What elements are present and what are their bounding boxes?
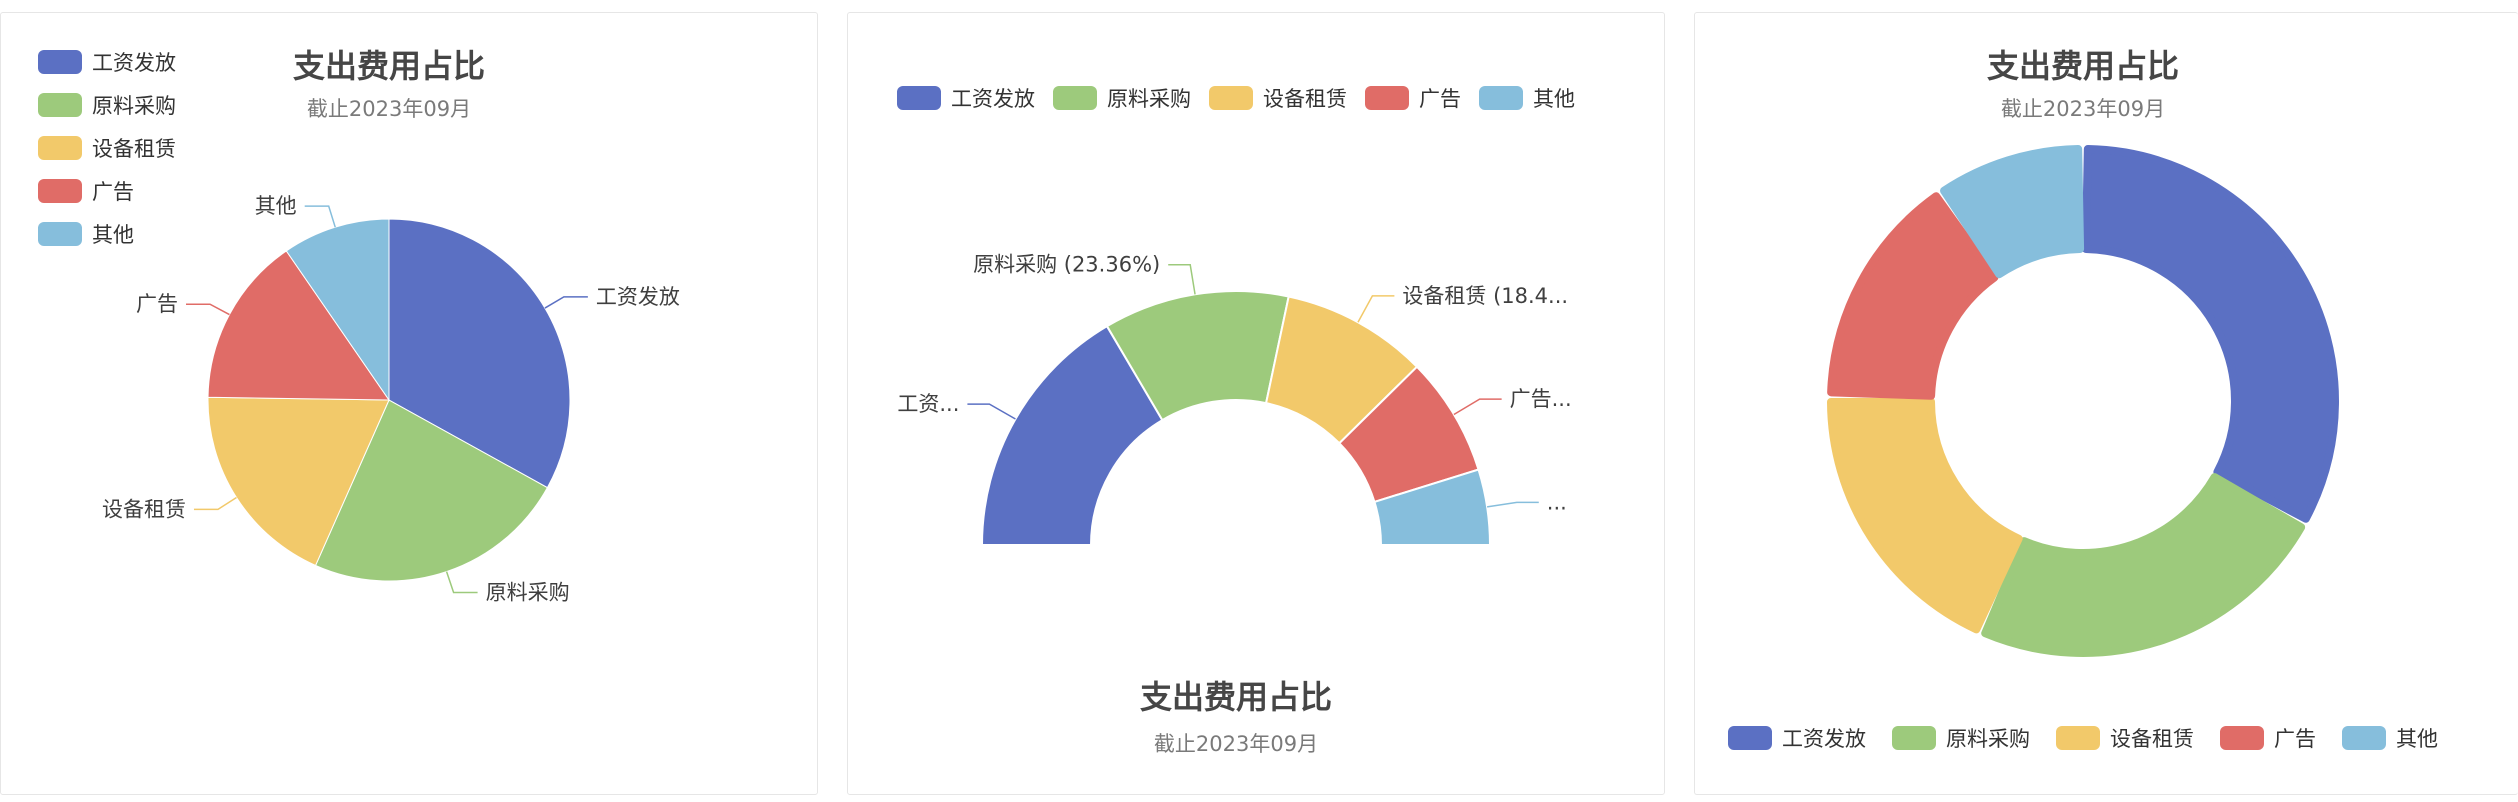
- label-line: [1487, 501, 1539, 508]
- legend-swatch: [38, 93, 82, 117]
- label-line: [1453, 398, 1502, 416]
- legend-item-0[interactable]: 工资发放: [1728, 726, 1866, 751]
- chart-title: 支出费用占比: [1987, 47, 2179, 85]
- legend-label: 其他: [92, 223, 134, 247]
- legend-label: 工资发放: [92, 51, 176, 75]
- pie-slice-4[interactable]: [285, 218, 390, 402]
- legend-swatch: [1728, 726, 1772, 750]
- chart-title: 支出费用占比: [1140, 678, 1332, 716]
- slice-label: ...: [1547, 490, 1567, 514]
- label-line: [967, 403, 1016, 420]
- label-line: [1168, 263, 1196, 295]
- legend-item-1[interactable]: 原料采购: [1892, 726, 2030, 751]
- legend-swatch: [1892, 726, 1936, 750]
- legend-item-3[interactable]: 广告: [38, 179, 134, 204]
- chart-title: 支出费用占比: [293, 47, 485, 85]
- legend-swatch: [2220, 726, 2264, 750]
- donut-chart-panel: 支出费用占比 截止2023年09月 工资发放 原料采购 设备租赁 广告 其他: [1694, 12, 2518, 795]
- legend-label: 广告: [1419, 87, 1461, 111]
- legend-label: 设备租赁: [1263, 87, 1347, 111]
- slice-label: 工资发放: [596, 285, 680, 309]
- legend-swatch: [38, 50, 82, 74]
- chart-subtitle: 截止2023年09月: [2001, 97, 2165, 121]
- slice-label: 设备租赁 (18.4...: [1402, 284, 1568, 308]
- label-line: [544, 296, 588, 309]
- legend-item-0[interactable]: 工资发放: [897, 86, 1035, 111]
- slice-label: 广告: [136, 292, 178, 316]
- legend-swatch: [1365, 86, 1409, 110]
- legend-swatch: [1053, 86, 1097, 110]
- legend-swatch: [38, 136, 82, 160]
- donut-slice-2[interactable]: [1827, 397, 2023, 634]
- chart-subtitle: 截止2023年09月: [1154, 732, 1318, 756]
- slice-label: 工资...: [897, 392, 959, 416]
- legend-swatch: [897, 86, 941, 110]
- legend-label: 广告: [2274, 727, 2316, 751]
- chart-subtitle: 截止2023年09月: [307, 97, 471, 121]
- legend-item-2[interactable]: 设备租赁: [38, 136, 176, 161]
- donut-slice-1[interactable]: [1981, 473, 2306, 657]
- half-donut-slice-4[interactable]: [1373, 468, 1492, 546]
- legend-item-3[interactable]: 广告: [1365, 86, 1461, 111]
- legend-label: 原料采购: [1107, 87, 1191, 111]
- legend-label: 其他: [1533, 87, 1575, 111]
- donut-slice-3[interactable]: [1827, 192, 1999, 400]
- legend-item-4[interactable]: 其他: [38, 222, 134, 247]
- chart-legend[interactable]: 工资发放 原料采购 设备租赁 广告 其他: [897, 86, 1575, 111]
- legend-label: 工资发放: [951, 87, 1035, 111]
- label-line: [186, 303, 230, 316]
- legend-item-2[interactable]: 设备租赁: [2056, 726, 2194, 751]
- legend-label: 设备租赁: [2110, 727, 2194, 751]
- label-line: [193, 496, 237, 511]
- label-line: [304, 205, 336, 228]
- pie-slice-3[interactable]: [207, 250, 390, 401]
- legend-swatch: [1479, 86, 1523, 110]
- half-donut-labels: 工资... 原料采购 (23.36%) 设备租赁 (18.4... 广告......: [897, 253, 1571, 515]
- donut-slices: [1827, 145, 2339, 657]
- legend-swatch: [2056, 726, 2100, 750]
- pie-slices: [207, 218, 571, 582]
- legend-item-1[interactable]: 原料采购: [1053, 86, 1191, 111]
- donut-chart: 支出费用占比 截止2023年09月 工资发放 原料采购 设备租赁 广告 其他: [1728, 47, 2438, 751]
- legend-item-4[interactable]: 其他: [2342, 726, 2438, 751]
- donut-slice-0[interactable]: [2081, 145, 2339, 523]
- legend-label: 其他: [2396, 727, 2438, 751]
- half-donut-slices: [980, 290, 1492, 546]
- slice-label: 原料采购: [486, 580, 570, 604]
- legend-item-0[interactable]: 工资发放: [38, 50, 176, 75]
- slice-label: 设备租赁: [102, 497, 186, 521]
- slice-label: 其他: [255, 194, 297, 218]
- donut-slice-4[interactable]: [1940, 145, 2085, 279]
- half-donut-chart-panel: 工资发放 原料采购 设备租赁 广告 其他 工资... 原料采购 (23.36%) 设备租赁 …: [847, 12, 1665, 795]
- legend-item-4[interactable]: 其他: [1479, 86, 1575, 111]
- legend-label: 原料采购: [1946, 727, 2030, 751]
- legend-swatch: [1209, 86, 1253, 110]
- legend-label: 工资发放: [1782, 727, 1866, 751]
- slice-label: 原料采购 (23.36%): [973, 253, 1160, 277]
- label-line: [1357, 295, 1395, 323]
- legend-item-3[interactable]: 广告: [2220, 726, 2316, 751]
- slice-label: 广告...: [1510, 387, 1572, 411]
- legend-label: 设备租赁: [92, 137, 176, 161]
- legend-swatch: [38, 222, 82, 246]
- label-line: [445, 571, 478, 594]
- legend-label: 原料采购: [92, 94, 176, 118]
- legend-swatch: [38, 179, 82, 203]
- pie-slice-2[interactable]: [207, 396, 390, 567]
- legend-item-2[interactable]: 设备租赁: [1209, 86, 1347, 111]
- legend-label: 广告: [92, 180, 134, 204]
- legend-item-1[interactable]: 原料采购: [38, 93, 176, 118]
- half-donut-chart: 工资发放 原料采购 设备租赁 广告 其他 工资... 原料采购 (23.36%) 设备租赁 …: [897, 86, 1575, 756]
- legend-swatch: [2342, 726, 2386, 750]
- chart-legend[interactable]: 工资发放 原料采购 设备租赁 广告 其他: [1728, 726, 2438, 751]
- pie-chart-panel: 支出费用占比 截止2023年09月 工资发放 原料采购 设备租赁 广告 其他 工资发放原…: [0, 12, 818, 795]
